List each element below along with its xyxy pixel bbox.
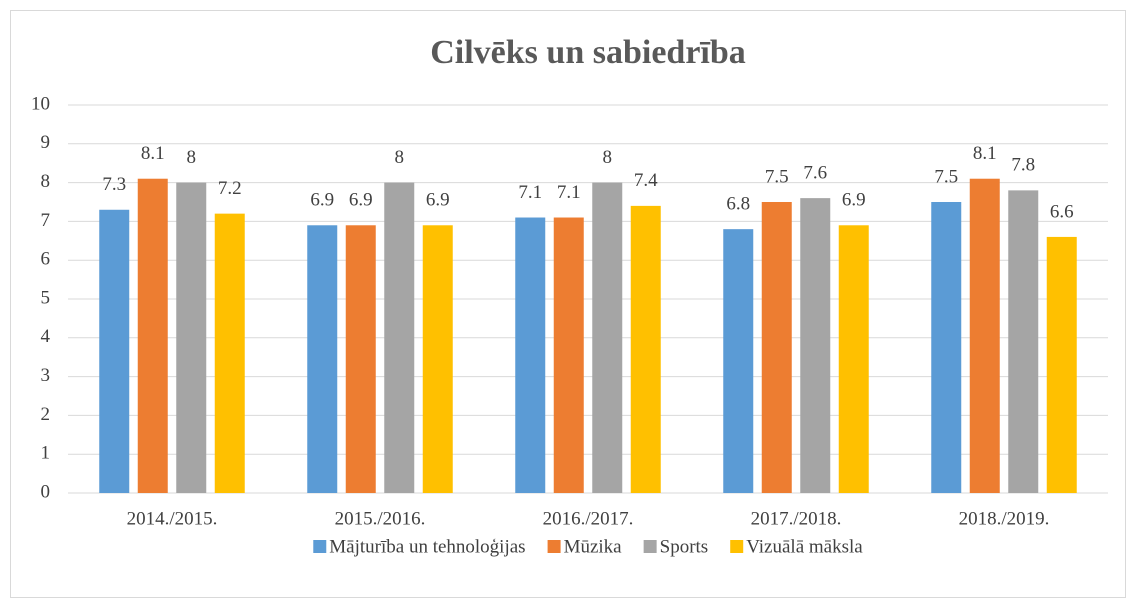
data-label: 6.8 [726,194,750,215]
bar [1008,190,1039,494]
bar [422,225,453,493]
data-label: 8 [187,147,197,168]
y-tick-label: 6 [41,249,51,270]
y-tick-label: 4 [41,326,51,347]
y-tick-label: 0 [41,481,51,502]
bar [99,209,130,493]
bar [214,213,245,493]
bar [969,178,1000,493]
x-tick-label: 2017./2018. [751,508,842,529]
chart-title: Cilvēks un sabiedrība [430,34,746,71]
data-label: 7.8 [1011,155,1035,176]
data-label: 6.9 [349,190,373,211]
legend-label: Mājturība un tehnoloģijas [329,536,525,557]
legend-label: Vizuālā māksla [746,536,863,557]
bar [515,217,546,493]
x-tick-label: 2015./2016. [335,508,426,529]
bar [137,178,168,493]
bar [553,217,584,493]
y-tick-label: 1 [41,443,51,464]
y-tick-label: 10 [31,93,50,114]
data-label: 7.5 [765,166,789,187]
bar [1046,236,1077,494]
x-tick-label: 2016./2017. [543,508,634,529]
bar [176,182,207,493]
data-label: 7.1 [518,182,542,203]
data-label: 7.1 [557,182,581,203]
bar [592,182,623,493]
bar [761,202,792,493]
y-tick-label: 7 [41,210,51,231]
data-label: 7.5 [934,166,958,187]
data-label: 7.6 [803,162,827,183]
bar [838,225,869,493]
data-label: 6.9 [426,190,450,211]
data-label: 7.2 [218,178,242,199]
data-label: 8.1 [973,143,997,164]
legend-swatch [547,540,561,553]
bar [931,202,962,493]
bar [345,225,376,493]
y-tick-label: 8 [41,171,51,192]
bar [630,205,661,493]
x-tick-label: 2018./2019. [959,508,1050,529]
bar [723,229,754,493]
data-label: 6.9 [842,190,866,211]
legend-swatch [313,540,327,553]
data-label: 7.3 [102,174,126,195]
bar [384,182,415,493]
data-label: 6.6 [1050,201,1074,222]
bar [800,198,831,493]
legend-swatch [730,540,744,553]
y-tick-label: 2 [41,404,51,425]
bar [307,225,338,493]
y-tick-label: 5 [41,287,51,308]
data-label: 7.4 [634,170,658,191]
legend-label: Sports [660,536,709,557]
legend-label: Mūzika [564,536,623,557]
y-tick-label: 3 [41,365,51,386]
legend-swatch [643,540,657,553]
data-label: 6.9 [310,190,334,211]
data-label: 8 [603,147,613,168]
x-tick-label: 2014./2015. [127,508,218,529]
data-label: 8.1 [141,143,165,164]
y-tick-label: 9 [41,132,51,153]
data-label: 8 [395,147,405,168]
